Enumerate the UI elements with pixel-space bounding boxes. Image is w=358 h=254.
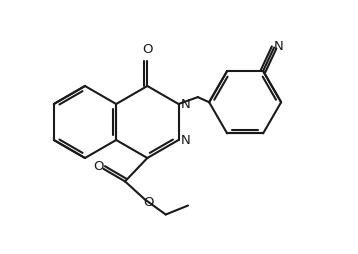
- Text: O: O: [93, 160, 104, 173]
- Text: O: O: [142, 43, 153, 56]
- Text: N: N: [181, 134, 190, 147]
- Text: N: N: [274, 40, 284, 53]
- Text: N: N: [181, 98, 190, 110]
- Text: O: O: [144, 196, 154, 209]
